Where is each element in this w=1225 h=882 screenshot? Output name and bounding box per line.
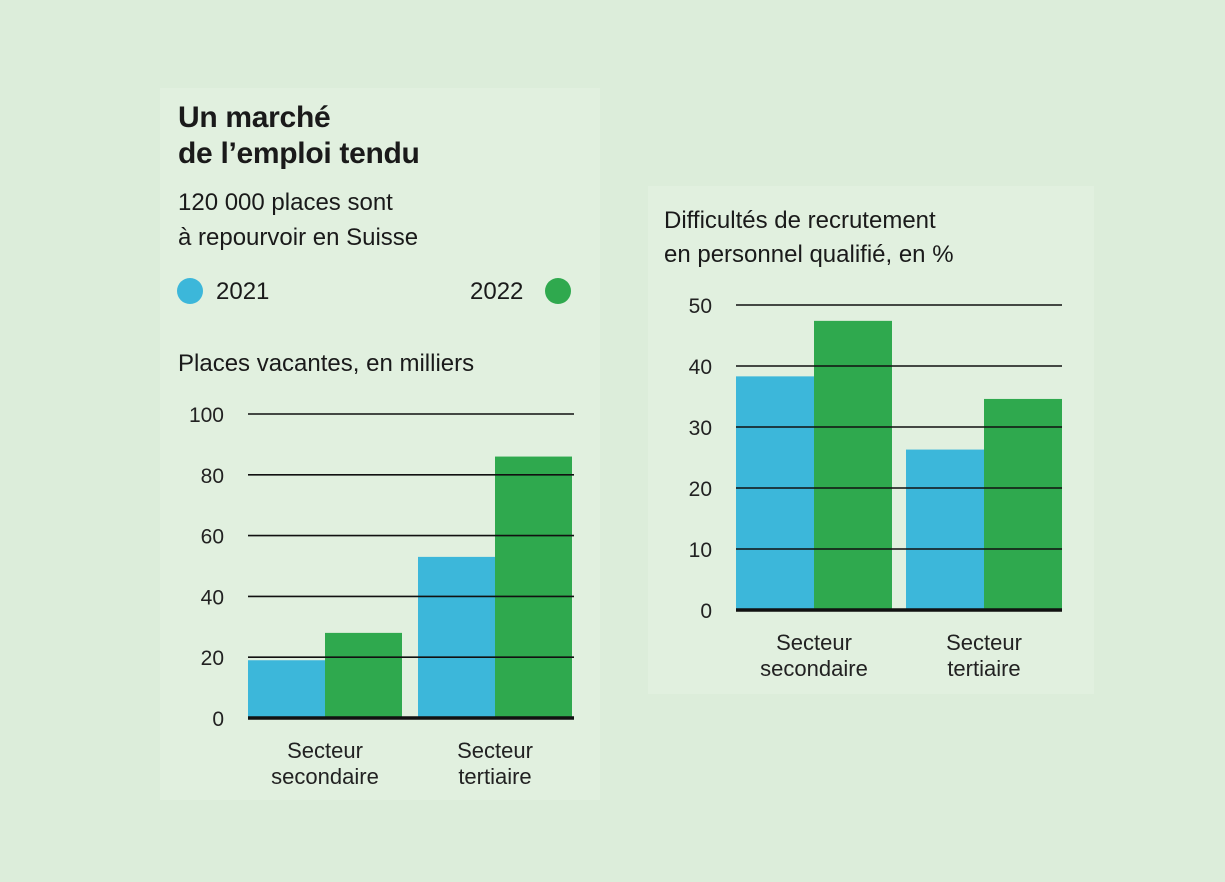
- bar-2021-1: [418, 556, 495, 718]
- legend-dot-2021: [177, 278, 203, 304]
- y-tick-label: 0: [212, 708, 224, 731]
- y-tick-label: 30: [689, 417, 712, 440]
- legend-label-2021: 2021: [216, 278, 270, 305]
- y-tick-label: 80: [201, 465, 224, 488]
- category-label: Secteur: [287, 738, 363, 763]
- left-chart-title: Places vacantes, en milliers: [178, 350, 475, 377]
- bar-2021-0: [248, 660, 325, 718]
- subtitle-line-1: 120 000 places sont: [178, 189, 393, 216]
- y-tick-label: 40: [689, 356, 712, 379]
- main-title-line-1: Un marché: [178, 101, 331, 134]
- bar-2022-1: [495, 456, 572, 718]
- category-label: tertiaire: [458, 764, 531, 789]
- main-title-line-2: de l’emploi tendu: [178, 137, 420, 170]
- legend-dot-2022: [545, 278, 571, 304]
- y-tick-label: 50: [689, 295, 712, 318]
- category-label: Secteur: [457, 738, 533, 763]
- category-label: Secteur: [946, 630, 1022, 655]
- legend-label-2022: 2022: [470, 278, 524, 305]
- bar-2021-1: [906, 449, 984, 610]
- right-chart-title-line-1: Difficultés de recrutement: [664, 207, 936, 234]
- category-label: Secteur: [776, 630, 852, 655]
- y-tick-label: 40: [201, 586, 224, 609]
- bar-2021-0: [736, 376, 814, 610]
- y-tick-label: 60: [201, 526, 224, 549]
- subtitle-line-2: à repourvoir en Suisse: [178, 224, 419, 251]
- category-label: secondaire: [271, 764, 379, 789]
- y-tick-label: 20: [201, 647, 224, 670]
- bar-2022-0: [814, 320, 892, 610]
- right-chart-title-line-2: en personnel qualifié, en %: [664, 241, 954, 268]
- y-tick-label: 100: [189, 404, 224, 427]
- y-tick-label: 0: [700, 600, 712, 623]
- y-tick-label: 10: [689, 539, 712, 562]
- bar-2022-1: [984, 398, 1062, 610]
- category-label: tertiaire: [947, 656, 1020, 681]
- y-tick-label: 20: [689, 478, 712, 501]
- category-label: secondaire: [760, 656, 868, 681]
- bar-2022-0: [325, 632, 402, 718]
